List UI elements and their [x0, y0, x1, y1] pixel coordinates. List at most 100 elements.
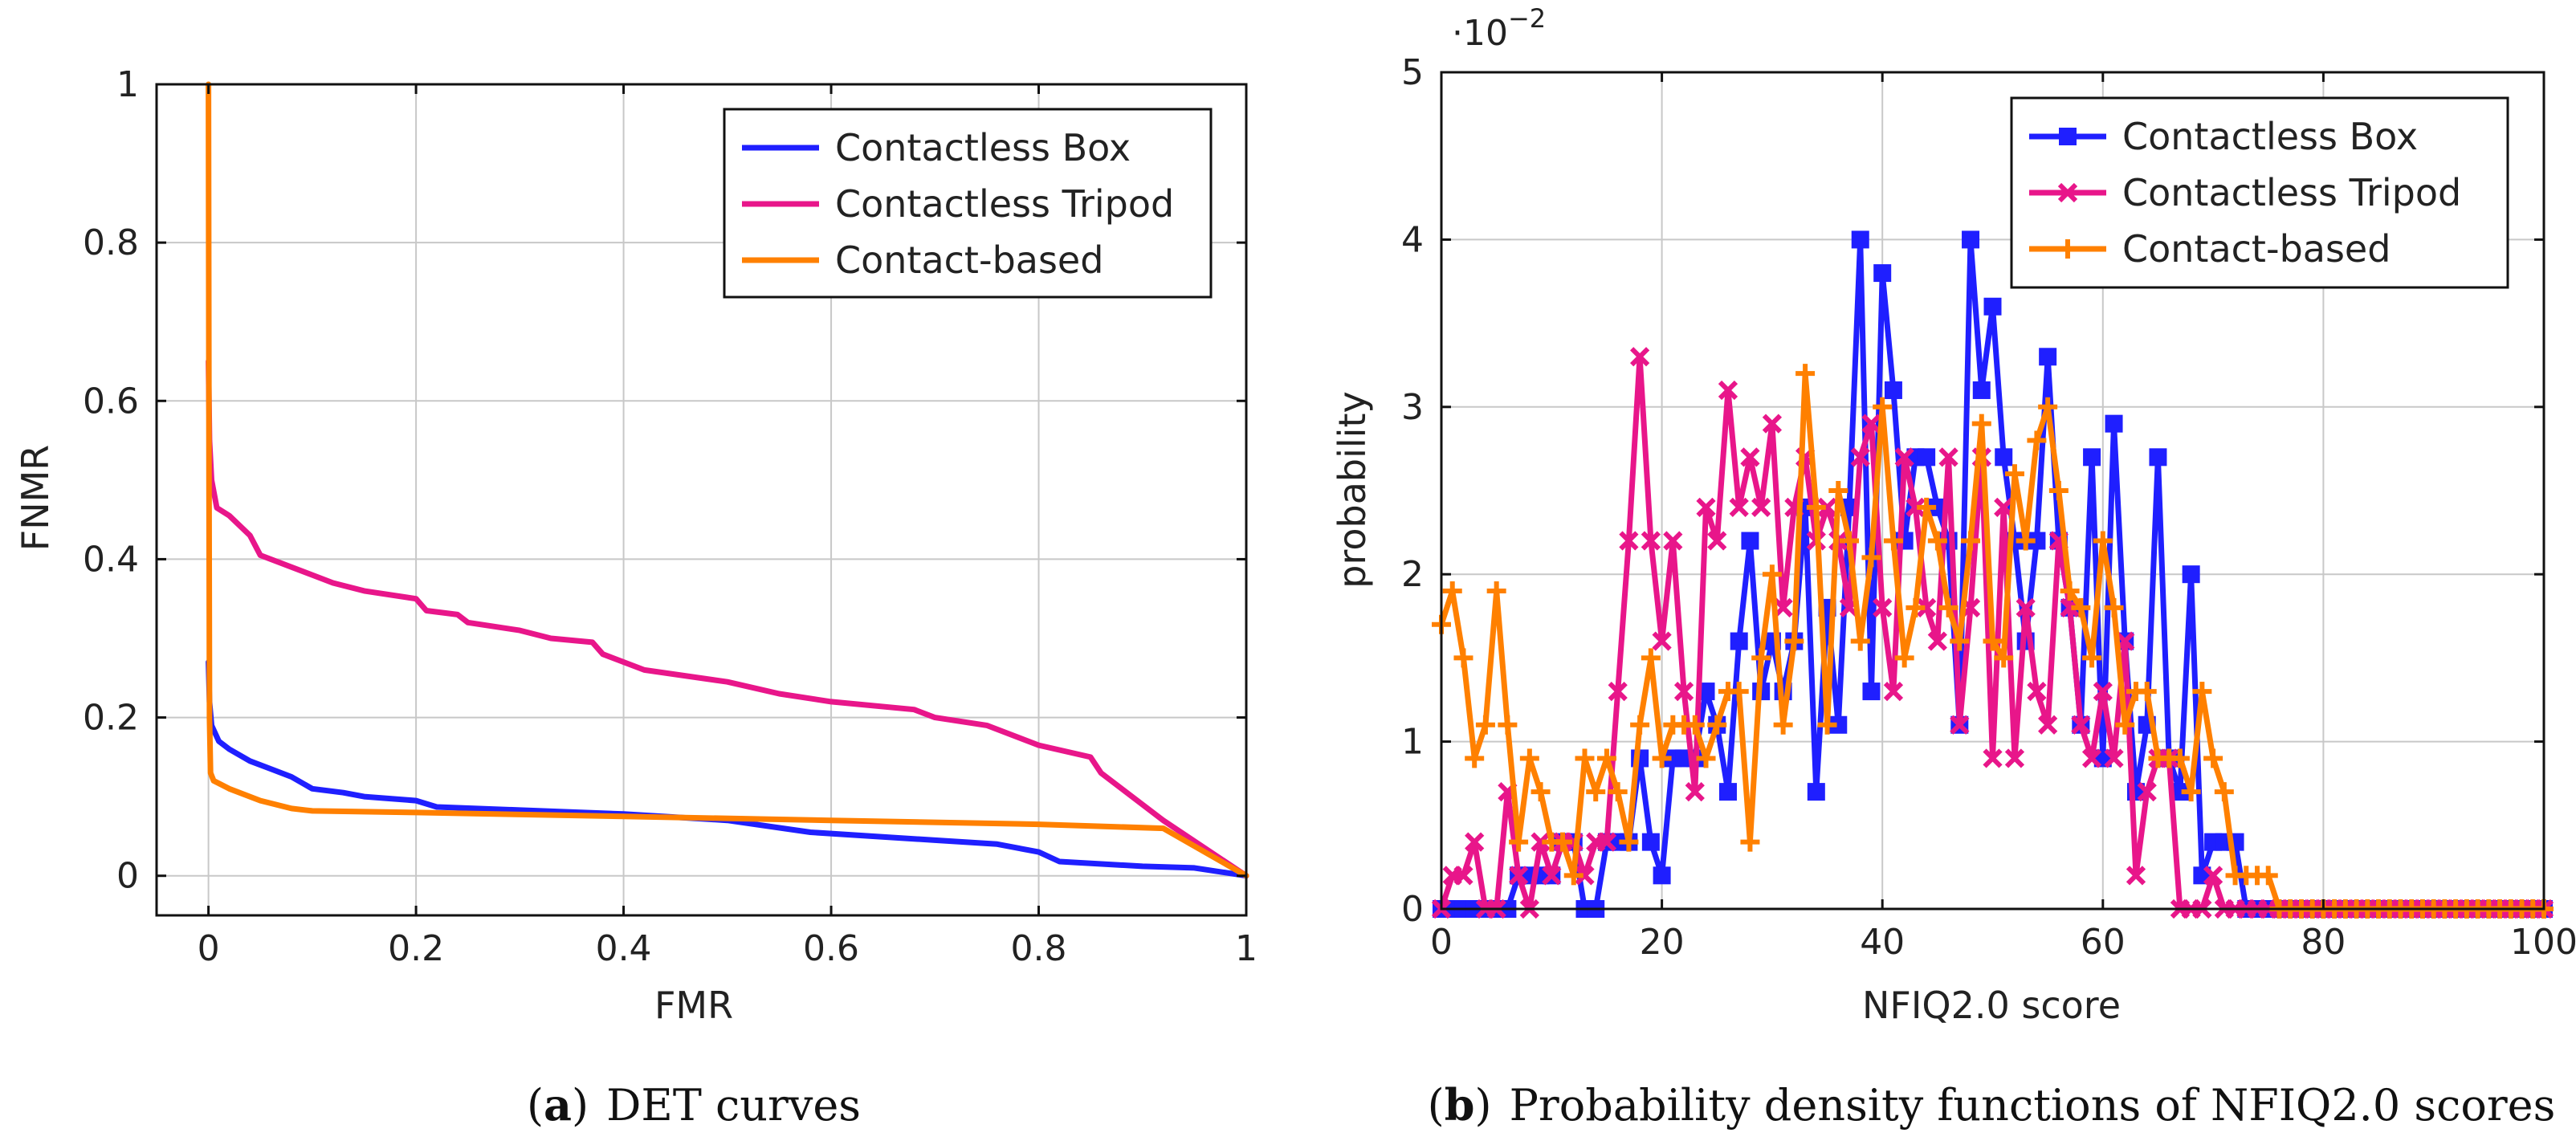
pdf-series-1-point-16 — [1608, 681, 1628, 702]
pdf-series-1-point-43 — [1906, 497, 1926, 517]
det-x-tick-label-5: 1 — [1235, 928, 1257, 969]
pdf-series-1-point-61-b — [2104, 748, 2124, 768]
det-legend-item-2: Contact-based — [742, 238, 1103, 282]
pdf-series-1-point-9 — [1531, 832, 1551, 852]
pdf-y-tick-label-2: 2 — [1401, 554, 1424, 595]
det-x-tick-label-2: 0.4 — [596, 928, 652, 969]
pdf-series-0-point-59 — [2083, 448, 2101, 467]
det-legend-label-0: Contactless Box — [835, 126, 1131, 169]
pdf-series-1-point-13 — [1575, 866, 1595, 886]
pdf-series-0-point-19 — [1641, 833, 1660, 851]
pdf-series-1-point-58 — [2071, 715, 2091, 735]
pdf-series-2-point-4 — [1475, 715, 1495, 735]
pdf-series-2-point-35 — [1817, 715, 1837, 735]
pdf-series-2-point-31 — [1773, 715, 1793, 735]
pdf-series-1-point-42-b — [1894, 447, 1914, 467]
pdf-series-1-point-10-b — [1542, 866, 1562, 886]
pdf-series-2-point-11 — [1553, 832, 1573, 852]
pdf-series-1-point-44 — [1916, 597, 1937, 618]
pdf-series-2-point-67 — [2170, 748, 2190, 768]
det-x-tick-label-0: 0 — [198, 928, 220, 969]
pdf-series-0-point-49 — [1972, 381, 1991, 399]
pdf-series-0-point-26 — [1718, 783, 1737, 801]
pdf-series-1-point-46 — [1938, 447, 1958, 467]
pdf-series-1-point-50 — [1983, 748, 2003, 768]
det-axes-frame — [155, 83, 1248, 917]
pdf-legend-item-2: Contact-based — [2029, 227, 2391, 271]
pdf-x-tick-label-0: 0 — [1430, 922, 1453, 963]
pdf-legend-label-0: Contactless Box — [2122, 115, 2418, 158]
pdf-series-1-point-47 — [1950, 715, 1970, 735]
pdf-series-2-point-28 — [1740, 832, 1760, 852]
pdf-series-1-point-41 — [1883, 681, 1904, 702]
det-caption: (a) DET curves — [527, 1079, 861, 1131]
pdf-series-1-point-21 — [1663, 531, 1683, 551]
det-y-axis-label: FNMR — [14, 445, 57, 552]
pdf-series-0-point-36 — [1829, 715, 1848, 734]
pdf-series-2-point-55 — [2038, 397, 2058, 417]
pdf-series-1-point-35-b — [1817, 497, 1837, 517]
pdf-series-0-point-48 — [1962, 230, 1980, 249]
pdf-series-1-point-38-b — [1850, 447, 1870, 467]
pdf-series-2-point-52 — [2004, 464, 2024, 484]
pdf-y-tick-label-1: 1 — [1401, 722, 1424, 763]
pdf-series-0-point-44 — [1918, 448, 1936, 467]
pdf-series-0-point-38 — [1851, 230, 1869, 249]
pdf-y-tick-label-0: 0 — [1401, 889, 1424, 930]
pdf-series-2-point-38 — [1850, 631, 1870, 651]
pdf-series-0-point-28 — [1741, 532, 1759, 550]
pdf-series-2-point-25 — [1707, 715, 1727, 735]
pdf-series-1-point-40-b — [1873, 597, 1893, 618]
pdf-caption-letter: b — [1445, 1079, 1475, 1131]
pdf-series-1-point-30-b — [1762, 414, 1783, 434]
pdf-series-2-point-17 — [1619, 832, 1639, 852]
pdf-series-2-point-43 — [1906, 597, 1926, 617]
pdf-series-1-point-46-b — [1938, 447, 1958, 467]
pdf-series-1-point-59 — [2081, 748, 2102, 768]
pdf-series-1-point-35 — [1817, 497, 1837, 517]
pdf-series-0-point-67 — [2170, 783, 2189, 801]
pdf-series-2-point-46 — [1938, 597, 1958, 617]
pdf-series-2-point-70 — [2203, 748, 2223, 768]
pdf-series-1-point-9-b — [1531, 832, 1551, 852]
pdf-series-1-point-24-b — [1696, 497, 1716, 517]
pdf-series-1-point-54-b — [2027, 681, 2047, 702]
det-y-tick-label-2: 0.4 — [83, 539, 139, 580]
pdf-caption: (b) Probability density functions of NFIQ… — [1428, 1079, 2556, 1131]
pdf-series-1-point-39 — [1861, 414, 1881, 434]
pdf-series-1-point-53-b — [2016, 597, 2036, 618]
pdf-series-1-point-42 — [1894, 447, 1914, 467]
pdf-series-1-point-53 — [2016, 597, 2036, 618]
pdf-legend: Contactless Box Contactless Tripod Contact… — [2010, 96, 2509, 289]
pdf-series-2-point-16 — [1608, 782, 1628, 802]
pdf-series-2-point-58 — [2071, 597, 2091, 617]
det-x-tick-label-4: 0.8 — [1011, 928, 1067, 969]
pdf-x-tick-label-4: 80 — [2301, 922, 2346, 963]
pdf-series-1-point-27 — [1729, 497, 1749, 517]
pdf-series-1-point-60-b — [2093, 681, 2113, 702]
pdf-series-1-point-63 — [2126, 866, 2146, 886]
pdf-series-1-point-52-b — [2004, 748, 2025, 768]
pdf-y-tick-label-3: 3 — [1401, 387, 1424, 428]
pdf-series-1-point-21-b — [1663, 531, 1683, 551]
det-legend-item-0: Contactless Box — [742, 126, 1131, 169]
pdf-legend-item-1: Contactless Tripod — [2029, 171, 2461, 214]
pdf-series-1-point-45-b — [1927, 631, 1947, 651]
det-plot-area: 0 0.2 0.4 0.6 0.8 1 0 0.2 0.4 0.6 0.8 1 Contactless … — [83, 64, 1257, 969]
pdf-series-1-point-31 — [1773, 597, 1793, 618]
pdf-series-0-point-68 — [2182, 565, 2200, 584]
pdf-series-1-point-54 — [2027, 681, 2047, 702]
pdf-series-1-point-43-b — [1906, 497, 1926, 517]
pdf-legend-item-0: Contactless Box — [2029, 115, 2418, 158]
pdf-x-tick-label-3: 60 — [2081, 922, 2126, 963]
pdf-series-1-point-29 — [1751, 497, 1771, 517]
pdf-series-1-point-28-b — [1740, 447, 1760, 467]
pdf-series-1-point-25-b — [1707, 531, 1727, 551]
pdf-series-0-point-54 — [2028, 532, 2046, 550]
pdf-x-axis-label: NFIQ2.0 score — [1862, 984, 2121, 1027]
pdf-series-2-point-44 — [1917, 497, 1937, 517]
pdf-series-2-point-23 — [1685, 715, 1705, 735]
pdf-series-0-point-65 — [2149, 448, 2167, 467]
pdf-series-2-point-75 — [2258, 866, 2278, 886]
